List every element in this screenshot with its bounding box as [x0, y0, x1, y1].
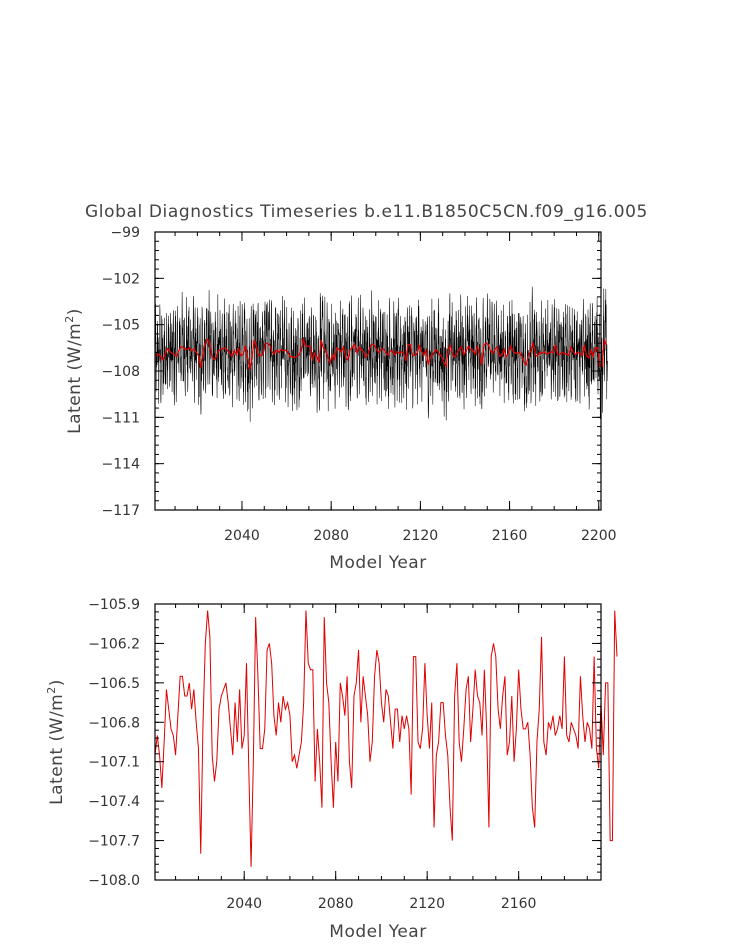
- y-tick-label: −108.0: [88, 873, 140, 889]
- top-x-axis-label: Model Year: [329, 553, 426, 573]
- bottom-x-axis-label: Model Year: [329, 922, 426, 942]
- y-tick-label: −107.1: [88, 755, 140, 771]
- bottom-y-axis-label-main: Latent (W/m: [47, 694, 67, 805]
- bottom-axis-ticks: [155, 603, 601, 881]
- top-y-axis-label-sup: 2: [63, 315, 76, 323]
- y-tick-label: −99: [110, 225, 140, 241]
- bottom-y-axis-label-close: ): [47, 679, 67, 686]
- top-x-tick-labels: 2040 2080 2120 2160 2200: [224, 528, 616, 544]
- top-y-axis-label: Latent (W/m2): [63, 308, 85, 434]
- x-tick-label: 2160: [501, 896, 537, 912]
- y-tick-label: −108: [102, 364, 140, 380]
- x-tick-label: 2200: [581, 528, 617, 544]
- x-tick-label: 2160: [492, 528, 528, 544]
- x-tick-label: 2040: [226, 896, 262, 912]
- top-monthly-series: [154, 286, 608, 422]
- x-tick-label: 2080: [313, 528, 349, 544]
- y-tick-label: −102: [102, 271, 140, 287]
- top-axis-ticks: [155, 231, 601, 511]
- bottom-y-tick-labels: −108.0 −107.7 −107.4 −107.1 −106.8 −106.5 −106…: [88, 597, 140, 889]
- top-y-axis-label-main: Latent (W/m: [65, 323, 85, 434]
- y-tick-label: −105: [102, 318, 140, 334]
- annual-mean-line-top: [155, 336, 608, 370]
- y-tick-label: −105.9: [88, 597, 140, 613]
- y-tick-label: −114: [102, 457, 141, 473]
- top-annual-series: [155, 336, 608, 370]
- x-tick-label: 2080: [318, 896, 354, 912]
- y-tick-label: −107.7: [88, 834, 140, 850]
- top-y-axis-label-close: ): [65, 308, 85, 315]
- top-y-tick-labels: −117 −114 −111 −108 −105 −102 −99: [102, 225, 141, 519]
- y-tick-label: −106.5: [88, 676, 140, 692]
- x-tick-label: 2120: [409, 896, 445, 912]
- y-tick-label: −107.4: [88, 794, 140, 810]
- top-timeseries-panel: −117 −114 −111 −108 −105 −102 −99 2040 2080 2120…: [63, 225, 617, 573]
- x-tick-label: 2040: [224, 528, 260, 544]
- bottom-timeseries-panel: −108.0 −107.7 −107.4 −107.1 −106.8 −106.5 −106…: [45, 597, 618, 942]
- annual-mean-line-bottom: [154, 610, 618, 867]
- page-title: Global Diagnostics Timeseries b.e11.B185…: [85, 202, 648, 222]
- y-tick-label: −117: [102, 503, 140, 519]
- bottom-y-axis-label-sup: 2: [45, 686, 58, 694]
- x-tick-label: 2120: [403, 528, 439, 544]
- y-tick-label: −106.8: [88, 715, 140, 731]
- y-tick-label: −111: [102, 410, 140, 426]
- bottom-plot-frame: [154, 603, 602, 881]
- monthly-series-line: [154, 286, 608, 422]
- y-tick-label: −106.2: [88, 636, 140, 652]
- bottom-x-tick-labels: 2040 2080 2120 2160: [226, 896, 536, 912]
- bottom-annual-series: [154, 610, 618, 867]
- bottom-y-axis-label: Latent (W/m2): [45, 679, 67, 805]
